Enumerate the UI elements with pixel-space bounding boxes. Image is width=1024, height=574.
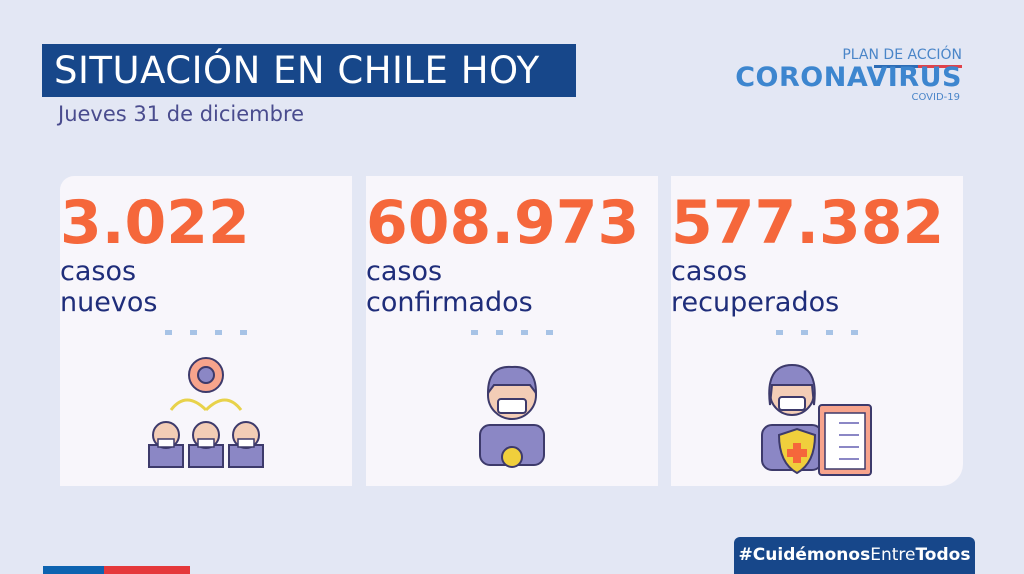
confirmed-cases-label: casos confirmados	[366, 256, 533, 318]
logo-bar	[874, 65, 962, 68]
people-spread-virus-icon	[148, 357, 264, 468]
logo-sub: COVID-19	[911, 92, 960, 103]
chile-flag-bar	[43, 566, 190, 574]
page-title: SITUACIÓN EN CHILE HOY	[42, 44, 576, 97]
recovered-cases-label: casos recuperados	[671, 256, 840, 318]
date-label: Jueves 31 de diciembre	[58, 102, 305, 126]
logo-plan: PLAN DE ACCIÓN	[842, 47, 962, 63]
new-cases-value: 3.022	[60, 188, 250, 258]
confirmed-cases-value: 608.973	[366, 188, 640, 258]
recovered-cases-value: 577.382	[671, 188, 945, 258]
new-cases-label: casos nuevos	[60, 256, 158, 318]
masked-person-virus-icon	[479, 365, 545, 468]
logo-brand: CORONAVIRUS	[735, 62, 962, 93]
hashtag-badge: #CuidémonosEntreTodos	[734, 537, 975, 574]
dots-divider	[671, 330, 963, 335]
coronavirus-logo: PLAN DE ACCIÓN CORONAVIRUS COVID-19	[735, 44, 966, 104]
dots-divider	[60, 330, 352, 335]
dots-divider	[366, 330, 658, 335]
masked-person-clipboard-shield-icon	[761, 363, 872, 476]
